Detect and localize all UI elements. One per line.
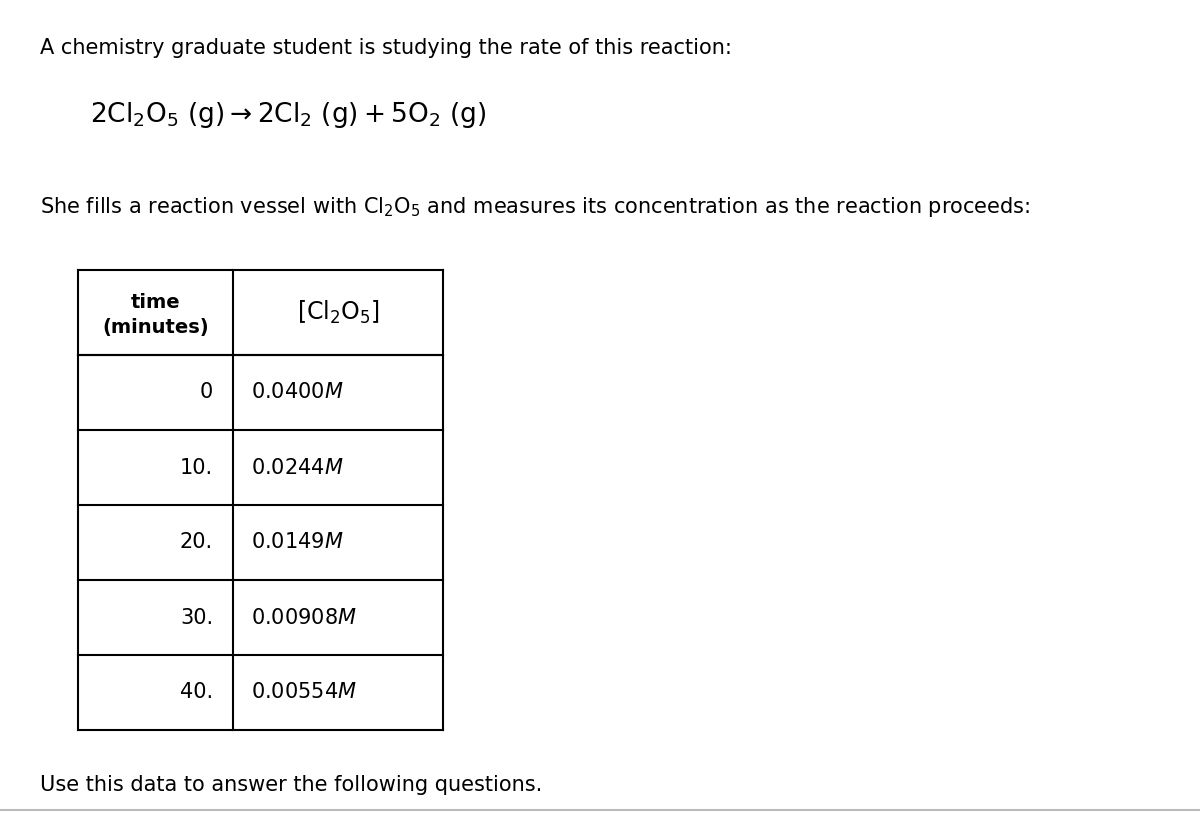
Text: She fills a reaction vessel with $\mathregular{Cl_2O_5}$ and measures its concen: She fills a reaction vessel with $\mathr… (40, 195, 1031, 219)
Text: 10.: 10. (180, 457, 214, 478)
Text: 20.: 20. (180, 533, 214, 552)
Text: 0: 0 (199, 383, 214, 402)
Text: 30.: 30. (180, 608, 214, 627)
Text: $\mathregular{2Cl_2O_5\ (g) \rightarrow 2Cl_2\ (g) + 5O_2\ (g)}$: $\mathregular{2Cl_2O_5\ (g) \rightarrow … (90, 100, 486, 130)
Text: $\mathregular{0.0149}$$\mathit{M}$: $\mathregular{0.0149}$$\mathit{M}$ (251, 533, 343, 552)
Text: Use this data to answer the following questions.: Use this data to answer the following qu… (40, 775, 542, 795)
Text: $\mathregular{0.0244}$$\mathit{M}$: $\mathregular{0.0244}$$\mathit{M}$ (251, 457, 343, 478)
Text: (minutes): (minutes) (102, 318, 209, 337)
Text: $\mathregular{\left[Cl_2O_5\right]}$: $\mathregular{\left[Cl_2O_5\right]}$ (296, 299, 379, 326)
Text: $\mathregular{0.00554}$$\mathit{M}$: $\mathregular{0.00554}$$\mathit{M}$ (251, 682, 356, 703)
Text: time: time (131, 293, 180, 312)
Text: $\mathregular{0.00908}$$\mathit{M}$: $\mathregular{0.00908}$$\mathit{M}$ (251, 608, 356, 627)
Text: A chemistry graduate student is studying the rate of this reaction:: A chemistry graduate student is studying… (40, 38, 732, 58)
Text: $\mathregular{0.0400}$$\mathit{M}$: $\mathregular{0.0400}$$\mathit{M}$ (251, 383, 343, 402)
Text: 40.: 40. (180, 682, 214, 703)
